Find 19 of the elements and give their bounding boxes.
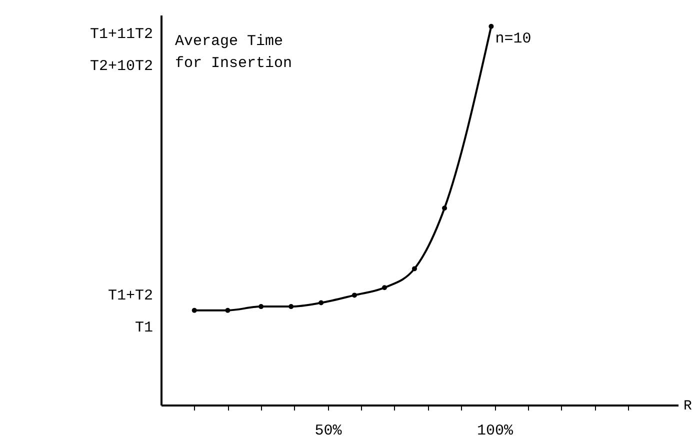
point xyxy=(225,308,230,313)
point xyxy=(318,300,324,306)
point xyxy=(382,285,387,290)
point xyxy=(442,206,448,211)
point xyxy=(488,24,494,29)
x-tick-label: 100% xyxy=(477,422,514,440)
text: T1+11T2 xyxy=(90,26,153,43)
text: T1 xyxy=(134,319,153,336)
point xyxy=(192,308,197,313)
annotation: n=10 xyxy=(495,30,532,48)
x-axis-title: R xyxy=(684,398,692,414)
point xyxy=(352,292,357,298)
point xyxy=(288,304,294,310)
y-axis-title: Average Time for Insertion xyxy=(175,33,292,72)
point xyxy=(412,266,417,272)
x-tick-label: 50% xyxy=(314,422,343,440)
text: T1+T2 xyxy=(108,287,153,304)
point xyxy=(258,304,264,310)
text: T2+10T2 xyxy=(90,58,153,75)
